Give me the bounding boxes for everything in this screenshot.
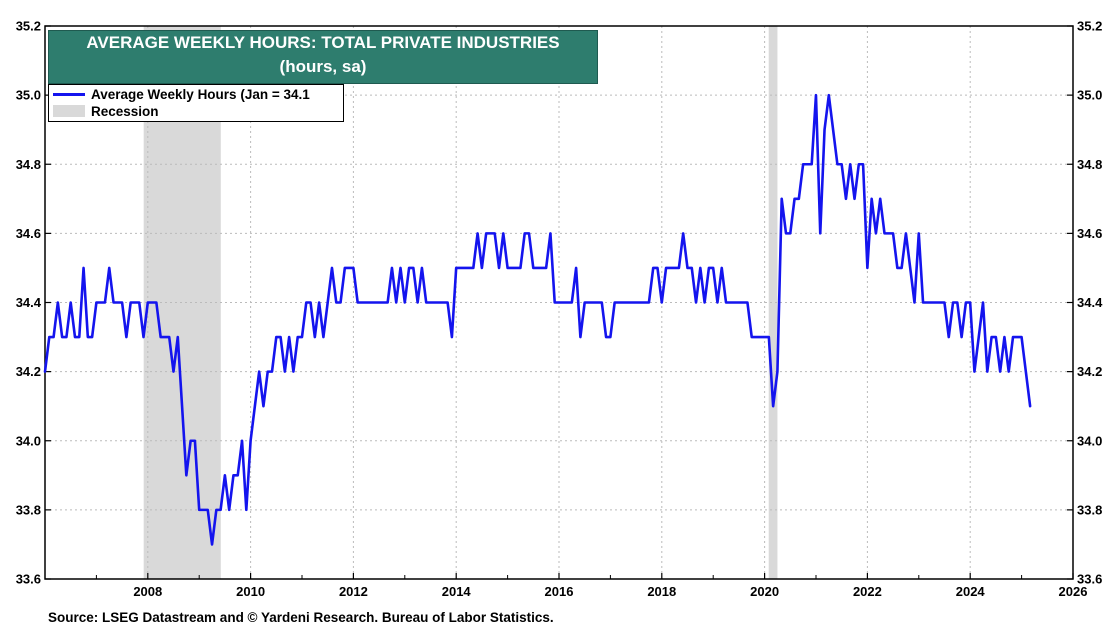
series-layer [43,93,1032,546]
y-tick-label-right: 35.0 [1077,88,1102,103]
y-tick-label-left: 33.8 [16,502,41,517]
legend-series-swatch [53,92,85,96]
legend: Average Weekly Hours (Jan = 34.1 Recessi… [48,84,344,122]
y-tick-label-left: 33.6 [16,572,41,587]
y-tick-label-right: 34.8 [1077,157,1102,172]
y-tick-label-right: 33.8 [1077,502,1102,517]
y-tick-label-left: 34.2 [16,364,41,379]
y-tick-label-right: 34.2 [1077,364,1102,379]
x-tick-label: 2020 [750,584,779,599]
series-line-average-weekly-hours [43,93,1032,546]
x-tick-label: 2026 [1059,584,1088,599]
x-tick-label: 2012 [339,584,368,599]
y-tick-label-right: 34.6 [1077,226,1102,241]
x-tick-label: 2010 [236,584,265,599]
tick-labels: 33.6 33.6 33.8 33.8 34.0 34.0 34.2 34.2 34.4 34.4… [16,19,1103,600]
legend-series-label: Average Weekly Hours (Jan = 34.1 [91,86,310,102]
y-tick-label-left: 35.0 [16,88,41,103]
chart-subtitle: (hours, sa) [279,57,367,76]
legend-recession-swatch [53,105,85,117]
axis-ticks [44,25,1074,580]
y-tick-label-right: 34.0 [1077,433,1102,448]
y-tick-label-left: 34.4 [16,295,42,310]
y-tick-label-left: 34.0 [16,433,41,448]
y-tick-label-left: 35.2 [16,19,41,34]
legend-item-recession: Recession [53,103,159,119]
source-note: Source: LSEG Datastream and © Yardeni Re… [48,610,554,625]
recession-band [768,26,778,579]
x-tick-label: 2022 [853,584,882,599]
y-tick-label-left: 34.8 [16,157,41,172]
x-tick-label: 2024 [956,584,986,599]
x-tick-label: 2014 [442,584,472,599]
chart-title-box: AVERAGE WEEKLY HOURS: TOTAL PRIVATE INDU… [48,30,598,84]
y-tick-label-left: 34.6 [16,226,41,241]
y-tick-label-right: 34.4 [1077,295,1103,310]
chart-title: AVERAGE WEEKLY HOURS: TOTAL PRIVATE INDU… [86,33,560,52]
legend-recession-label: Recession [91,103,159,119]
x-tick-label: 2008 [133,584,162,599]
y-tick-label-right: 35.2 [1077,19,1102,34]
x-tick-label: 2018 [647,584,676,599]
y-tick-label-right: 33.6 [1077,572,1102,587]
legend-item-series: Average Weekly Hours (Jan = 34.1 [53,86,310,102]
x-tick-label: 2016 [545,584,574,599]
